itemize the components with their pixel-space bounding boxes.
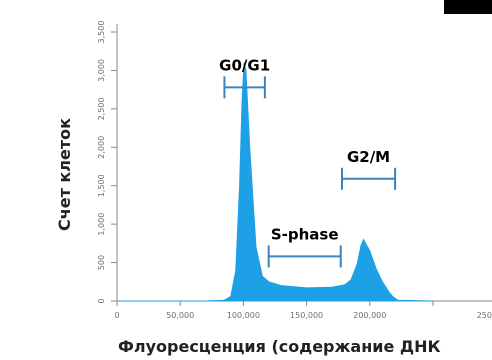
y-tick-label: 500 [97, 255, 106, 270]
phase-label: G2/M [347, 148, 390, 166]
axes: 0 500 1,000 1,500 2,000 2,500 3,000 3,500 0 50,00… [97, 21, 492, 320]
y-tick-label: 1,000 [97, 213, 106, 236]
y-tick-label: 0 [97, 298, 106, 303]
y-tick-label: 3,000 [97, 59, 106, 82]
x-tick-label: 0 [114, 311, 119, 320]
x-tick-label: 150,000 [290, 311, 323, 320]
x-tick-label: 100,000 [227, 311, 260, 320]
x-axis-title: Флуоресценция (содержание ДНК [118, 337, 441, 356]
y-tick-label: 2,500 [97, 97, 106, 120]
corner-bar [444, 0, 492, 14]
phase-label: S-phase [271, 225, 339, 243]
x-tick-label: 250 [477, 311, 492, 320]
x-tick-label: 200,000 [353, 311, 386, 320]
histogram-series [117, 62, 434, 302]
phase-label: G0/G1 [219, 56, 270, 74]
y-tick-label: 1,500 [97, 174, 106, 197]
y-axis-title: Счет клеток [55, 118, 74, 231]
y-tick-label: 2,000 [97, 136, 106, 159]
y-tick-label: 3,500 [97, 21, 106, 44]
labels: G0/G1 S-phase G2/M [219, 56, 390, 243]
x-tick-label: 50,000 [166, 311, 194, 320]
phase-brackets [223, 76, 397, 268]
histogram-area [117, 62, 434, 302]
